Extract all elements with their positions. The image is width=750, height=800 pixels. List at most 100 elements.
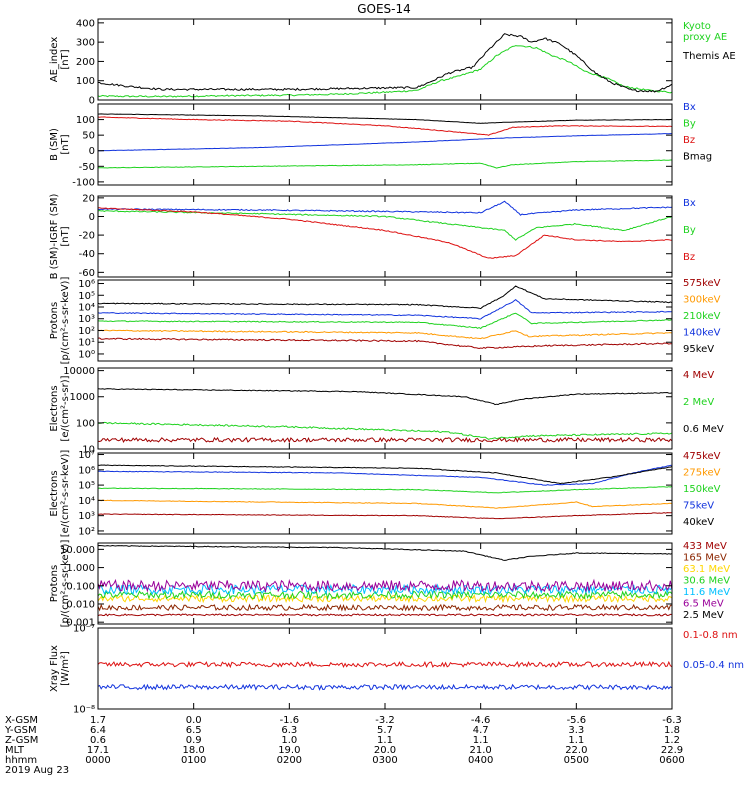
legend-label: 2 MeV (683, 397, 714, 408)
y-axis-label: B (SM)-IGRF (SM)[nT] (49, 194, 71, 280)
legend-label: Bz (683, 135, 695, 146)
y-tick-label: 10⁵ (78, 291, 95, 302)
y-axis-label: Electrons[e/(cm²-s-sr-keV)] (49, 450, 71, 538)
series-line-7-3 (98, 593, 672, 604)
x-table-value: 6.5 (186, 725, 202, 736)
x-table-value: 5.7 (377, 725, 393, 736)
y-tick-label: 10⁶ (78, 465, 95, 476)
x-table-row-label: X-GSM (5, 715, 38, 726)
x-table-value: 0400 (468, 755, 493, 766)
y-tick-label: -40 (79, 249, 95, 260)
series-line-2-4 (98, 113, 672, 124)
x-table-value: 21.0 (470, 745, 492, 756)
y-axis-label: Protons[p/(cm²-s-sr-keV)] (49, 277, 71, 365)
panel-frame (97, 367, 673, 450)
y-axis-label: B (SM)[nT] (49, 128, 71, 161)
x-table-value: 0300 (372, 755, 397, 766)
y-tick-label: 1000 (70, 392, 95, 403)
legend-label: Bz (683, 252, 695, 263)
y-tick-label: 10000 (63, 366, 95, 377)
series-line-3-1 (98, 200, 672, 216)
x-table-value: 19.0 (278, 745, 300, 756)
y-tick-label: 10.000 (60, 545, 95, 556)
legend-label: 433 MeV (683, 541, 727, 552)
x-table-value: -4.6 (471, 715, 491, 726)
panel-frame (97, 279, 673, 362)
x-table-value: 0500 (564, 755, 589, 766)
legend-label: 63.1 MeV (683, 564, 730, 575)
x-table-value: 0.0 (186, 715, 202, 726)
x-table-value: 1.1 (377, 735, 393, 746)
y-tick-label: 10⁻⁷ (73, 624, 95, 635)
series-line-6-2 (98, 499, 672, 509)
panel-frame (97, 103, 673, 186)
y-tick-label: 0 (89, 146, 95, 157)
y-tick-label: -60 (79, 268, 95, 279)
series-line-4-1 (98, 337, 672, 350)
series-line-3-2 (98, 209, 672, 241)
legend-label: 275keV (683, 468, 721, 479)
x-table-value: 18.0 (183, 745, 205, 756)
series-line-5-3 (98, 388, 672, 406)
y-axis-label: Electrons[e/(cm²-s-sr)] (49, 375, 71, 441)
legend-label: 300keV (683, 295, 721, 306)
legend-label: Bx (683, 102, 696, 113)
y-tick-label: 1.000 (66, 563, 95, 574)
x-table-value: 0.9 (186, 735, 202, 746)
panel-frame (97, 542, 673, 625)
y-axis-label: Xray Flux[W/m²] (49, 645, 71, 692)
legend-label: 575keV (683, 278, 721, 289)
series-line-6-3 (98, 485, 672, 494)
panel-1: 0 100 200 300 400 AE_index[nT] Kyoto proxy AE Th… (49, 18, 736, 106)
y-tick-label: 100 (76, 115, 95, 126)
x-table-value: 6.3 (281, 725, 297, 736)
legend-label: 95keV (683, 344, 714, 355)
x-table-value: 22.9 (661, 745, 683, 756)
y-tick-label: 0 (89, 96, 95, 107)
series-line-6-5 (98, 464, 672, 485)
y-tick-label: 10³ (78, 511, 95, 522)
panel-3: -60 -40 -20 0 20 B (SM)-IGRF (SM)[nT] Bx By Bz (49, 193, 696, 279)
y-tick-label: -50 (79, 162, 95, 173)
x-table-row-label: hhmm (5, 755, 37, 766)
x-table-value: 20.0 (374, 745, 396, 756)
legend-label: 40keV (683, 517, 714, 528)
series-line-7-1 (98, 613, 672, 617)
x-table-value: 1.7 (90, 715, 106, 726)
y-tick-label: 10² (78, 526, 95, 537)
y-tick-label: 0.001 (66, 618, 95, 629)
y-tick-label: 20 (82, 193, 95, 204)
panel-6: 10² 10³ 10⁴ 10⁵ 10⁶ 10⁷ Electrons[e/(cm²-s-sr-… (49, 450, 721, 538)
x-table-value: 0200 (277, 755, 302, 766)
y-tick-label: -100 (72, 177, 95, 188)
legend-label: 2.5 MeV (683, 610, 724, 621)
legend-label: 75keV (683, 501, 714, 512)
series-line-7-6 (98, 578, 672, 593)
legend-label: Themis AE (682, 51, 736, 62)
y-tick-label: 10⁶ (78, 279, 95, 290)
panel-2: -100 -50 0 50 100 B (SM)[nT] Bx By Bz Bmag (49, 102, 712, 188)
x-table-value: 3.3 (568, 725, 584, 736)
y-tick-label: 200 (76, 57, 95, 68)
series-line-8-2 (98, 683, 672, 691)
x-table-value: -5.6 (567, 715, 587, 726)
y-tick-label: 10 (82, 445, 95, 456)
y-tick-label: 50 (82, 131, 95, 142)
y-tick-label: 300 (76, 38, 95, 49)
legend-label: Bx (683, 198, 696, 209)
y-axis-label: Protons[p/(cm²-s-sr-keV)] (49, 540, 71, 628)
y-tick-label: 100 (76, 418, 95, 429)
panel-frame (97, 452, 673, 535)
x-table-value: -1.6 (280, 715, 300, 726)
series-line-7-2 (98, 603, 672, 612)
legend-label: 475keV (683, 451, 721, 462)
x-table-value: 22.0 (565, 745, 587, 756)
x-table-row-label: Z-GSM (5, 735, 38, 746)
series-line-8-1 (98, 660, 672, 669)
legend-label: By (683, 225, 696, 236)
x-table-value: 0000 (85, 755, 110, 766)
x-table-value: 0.6 (90, 735, 106, 746)
legend-label: 210keV (683, 311, 721, 322)
